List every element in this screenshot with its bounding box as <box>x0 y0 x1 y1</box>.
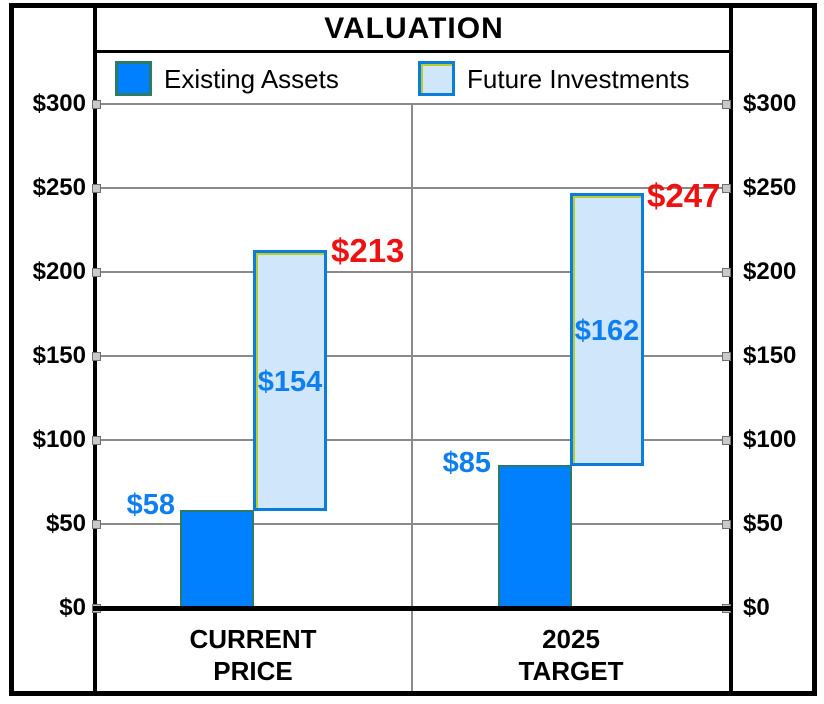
gridline-150 <box>97 355 729 357</box>
title-divider-line <box>95 50 733 53</box>
ytick-right-150: $150 <box>743 342 797 369</box>
bar-current-existing-assets <box>180 510 254 608</box>
ytick-left-0: $0 <box>59 594 86 621</box>
ytick-right-250: $250 <box>743 174 797 201</box>
value-label-target-future: $162 <box>574 315 640 347</box>
outer-frame <box>9 3 817 696</box>
ytick-right-200: $200 <box>743 258 797 285</box>
gridline-300 <box>97 103 729 105</box>
ytick-left-50: $50 <box>45 510 86 537</box>
bar-current-future-investments <box>253 250 327 511</box>
category-label-line: PRICE <box>213 656 293 686</box>
gridline-50 <box>97 523 729 525</box>
gridline-handle <box>92 352 101 361</box>
ytick-right-100: $100 <box>743 426 797 453</box>
left-axis-line <box>93 3 97 693</box>
gridline-200 <box>97 271 729 273</box>
gridline-handle <box>722 268 731 277</box>
total-label-target: $247 <box>647 177 721 214</box>
legend-swatch-future-investments <box>418 61 455 96</box>
gridline-handle <box>722 100 731 109</box>
gridline-100 <box>97 439 729 441</box>
chart-title: VALUATION <box>324 12 504 45</box>
ytick-left-100: $100 <box>32 426 86 453</box>
category-label-current-price: CURRENT PRICE <box>95 623 411 687</box>
gridline-250 <box>97 187 729 189</box>
legend-label-existing-assets: Existing Assets <box>164 64 339 94</box>
gridline-handle <box>92 100 101 109</box>
gridline-handle <box>722 184 731 193</box>
gridline-handle <box>722 352 731 361</box>
category-label-line: TARGET <box>518 656 624 686</box>
category-label-line: CURRENT <box>189 624 317 654</box>
total-label-current: $213 <box>331 232 405 269</box>
ytick-left-150: $150 <box>32 342 86 369</box>
ytick-right-50: $50 <box>743 510 784 537</box>
value-label-current-future: $154 <box>257 366 323 398</box>
ytick-left-250: $250 <box>32 174 86 201</box>
bar-target-future-investments <box>570 193 644 466</box>
x-axis-baseline <box>93 606 733 611</box>
value-label-current-existing: $58 <box>126 489 175 521</box>
ytick-right-0: $0 <box>743 594 770 621</box>
ytick-left-200: $200 <box>32 258 86 285</box>
gridline-handle <box>92 520 101 529</box>
right-axis-line <box>729 3 733 693</box>
legend-swatch-existing-assets <box>115 61 152 96</box>
category-label-line: 2025 <box>542 624 600 654</box>
category-divider-line <box>411 104 413 691</box>
gridline-handle <box>92 436 101 445</box>
gridline-handle <box>92 184 101 193</box>
value-label-target-existing: $85 <box>442 447 491 479</box>
category-label-2025-target: 2025 TARGET <box>413 623 729 687</box>
gridline-handle <box>722 520 731 529</box>
ytick-left-300: $300 <box>32 90 86 117</box>
bar-target-existing-assets <box>498 465 572 608</box>
ytick-right-300: $300 <box>743 90 797 117</box>
legend-label-future-investments: Future Investments <box>467 64 690 94</box>
gridline-handle <box>92 268 101 277</box>
gridline-handle <box>722 436 731 445</box>
